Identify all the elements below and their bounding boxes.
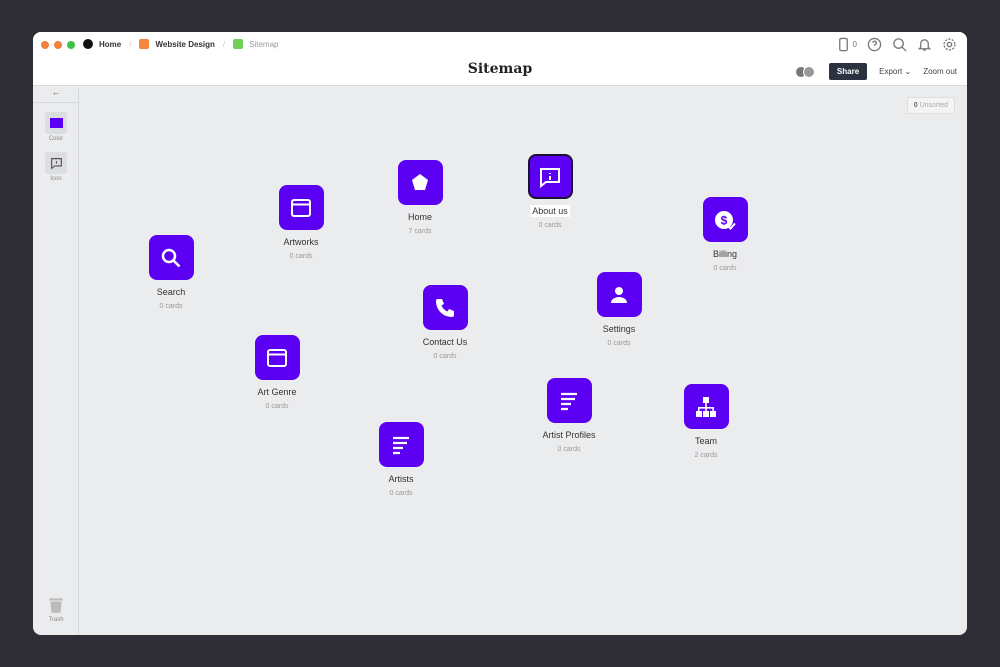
- node-card-count: 0 cards: [433, 353, 457, 360]
- node-label: Art Genre: [257, 387, 297, 397]
- node-label: Artist Profiles: [542, 430, 596, 440]
- top-bar: Home / Website Design / Sitemap Sitemap …: [33, 32, 967, 86]
- sitemap-node-settings[interactable]: Settings 0 cards: [559, 272, 679, 347]
- node-label: Home: [407, 212, 432, 222]
- dollar-check-icon: [714, 209, 736, 230]
- node-label[interactable]: About us: [530, 205, 570, 217]
- node-label: Team: [694, 436, 717, 446]
- color-label: Color: [48, 136, 64, 142]
- close-dot[interactable]: [41, 41, 49, 49]
- unsorted-button[interactable]: 0 Unsorted: [906, 97, 955, 114]
- node-icon-box: [378, 422, 424, 467]
- zoom-out-button[interactable]: Zoom out: [923, 67, 957, 76]
- node-icon-box: [254, 335, 300, 380]
- export-button[interactable]: Export ⌄: [879, 67, 911, 76]
- gear-icon[interactable]: [942, 37, 957, 52]
- node-label: Contact Us: [422, 337, 468, 347]
- separator: /: [129, 39, 132, 49]
- bell-icon[interactable]: [917, 37, 932, 52]
- chat-icon: [50, 157, 62, 170]
- crumb-sitemap[interactable]: Sitemap: [249, 39, 279, 49]
- node-icon-box: [683, 384, 729, 429]
- node-card-count: 0 cards: [538, 222, 562, 229]
- crumb-home[interactable]: Home: [99, 39, 122, 49]
- node-icon-box: [546, 378, 592, 423]
- node-icon-box: [397, 160, 443, 205]
- device-button[interactable]: 0: [836, 37, 857, 52]
- user-icon: [611, 286, 627, 303]
- sitemap-node-home[interactable]: Home 7 cards: [360, 160, 480, 235]
- mobile-icon: [838, 37, 848, 52]
- collaborator-avatars[interactable]: [794, 65, 815, 78]
- trash-icon: [49, 598, 63, 613]
- node-card-count: 0 cards: [159, 303, 183, 310]
- unsorted-count: 0: [913, 102, 918, 109]
- color-swatch-icon: [49, 118, 63, 128]
- app-window: Home / Website Design / Sitemap Sitemap …: [33, 32, 967, 635]
- trash-button[interactable]: [47, 596, 65, 619]
- icon-button[interactable]: [45, 152, 67, 174]
- node-label: Artists: [388, 474, 414, 484]
- node-card-count: 0 cards: [289, 253, 313, 260]
- node-icon-box: [596, 272, 642, 317]
- page-title: Sitemap: [467, 61, 533, 77]
- node-card-count: 0 cards: [713, 265, 737, 272]
- node-label: Search: [156, 287, 186, 297]
- node-icon-box: [702, 197, 748, 242]
- sitemap-node-search[interactable]: Search 0 cards: [111, 235, 231, 310]
- breadcrumb: Home / Website Design / Sitemap: [83, 39, 278, 49]
- info-chat-icon: [540, 167, 560, 187]
- export-label: Export: [879, 67, 903, 76]
- home-logo-icon: [83, 39, 93, 49]
- browser-icon: [291, 198, 311, 217]
- sitemap-node-contact-us[interactable]: Contact Us 0 cards: [385, 285, 505, 360]
- sitemap-node-about-us[interactable]: About us 0 cards: [490, 154, 610, 229]
- color-button[interactable]: [45, 112, 67, 134]
- node-icon-box: [148, 235, 194, 280]
- list-icon: [391, 436, 411, 454]
- icon-label: Icon: [50, 176, 62, 182]
- minimize-dot[interactable]: [54, 41, 62, 49]
- sitemap-node-artworks[interactable]: Artworks 0 cards: [241, 185, 361, 260]
- node-icon-box: [422, 285, 468, 330]
- browser-icon: [267, 348, 287, 367]
- sidebar: ← Color Icon Trash: [33, 87, 79, 635]
- help-icon[interactable]: [867, 37, 882, 52]
- node-card-count: 0 cards: [557, 446, 581, 453]
- sitemap-node-art-genre[interactable]: Art Genre 0 cards: [217, 335, 337, 410]
- node-card-count: 7 cards: [408, 228, 432, 235]
- org-chart-icon: [696, 396, 716, 417]
- node-label: Billing: [712, 249, 737, 259]
- chevron-down-icon: ⌄: [904, 67, 912, 76]
- share-button[interactable]: Share: [828, 63, 868, 80]
- search-icon: [161, 248, 181, 268]
- separator: /: [222, 39, 226, 49]
- node-card-count: 0 cards: [265, 403, 289, 410]
- crumb-website-design[interactable]: Website Design: [155, 39, 215, 49]
- home-pentagon-icon: [412, 173, 428, 190]
- node-card-count: 0 cards: [607, 340, 631, 347]
- node-card-count: 2 cards: [694, 452, 718, 459]
- search-icon[interactable]: [892, 37, 907, 52]
- node-icon-box: [527, 154, 573, 199]
- node-label: Settings: [602, 324, 636, 334]
- node-label: Artworks: [283, 237, 319, 247]
- collapse-arrow-icon[interactable]: ←: [33, 87, 79, 103]
- avatar: [802, 65, 815, 78]
- list-icon: [559, 392, 579, 410]
- sitemap-node-artists[interactable]: Artists 0 cards: [341, 422, 461, 497]
- sitemap-node-artist-profiles[interactable]: Artist Profiles 0 cards: [509, 378, 629, 453]
- node-card-count: 0 cards: [389, 490, 413, 497]
- node-icon-box: [278, 185, 324, 230]
- board-icon: [233, 39, 244, 49]
- unsorted-label: Unsorted: [919, 102, 948, 109]
- phone-icon: [436, 298, 454, 317]
- trash-label: Trash: [48, 617, 64, 623]
- maximize-dot[interactable]: [67, 41, 75, 49]
- device-count: 0: [852, 40, 857, 49]
- sitemap-node-team[interactable]: Team 2 cards: [646, 384, 766, 459]
- folder-icon: [139, 39, 150, 49]
- sitemap-node-billing[interactable]: Billing 0 cards: [665, 197, 785, 272]
